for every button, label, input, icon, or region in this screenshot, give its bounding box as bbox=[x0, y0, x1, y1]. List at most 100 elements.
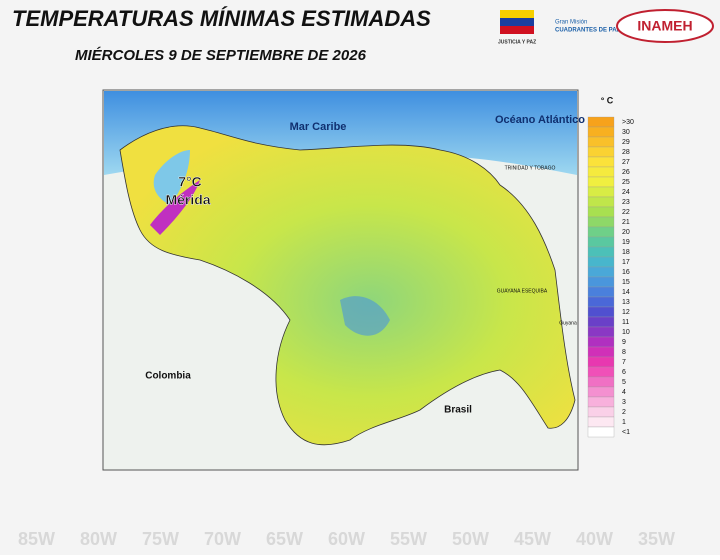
legend-swatch bbox=[587, 346, 615, 358]
legend-swatch bbox=[587, 286, 615, 298]
legend-label: 18 bbox=[622, 249, 630, 256]
lake bbox=[153, 150, 190, 205]
legend-label: 30 bbox=[622, 129, 630, 136]
legend-label: 23 bbox=[622, 199, 630, 206]
legend-swatch bbox=[587, 246, 615, 258]
legend-swatch bbox=[587, 336, 615, 348]
legend-swatch bbox=[587, 236, 615, 248]
highlight-value: 7°C bbox=[178, 174, 202, 190]
legend-label: 26 bbox=[622, 169, 630, 176]
title: TEMPERATURAS MÍNIMAS ESTIMADAS bbox=[12, 6, 431, 31]
background-axis-label: 85W bbox=[18, 529, 55, 549]
legend-swatch bbox=[587, 416, 615, 428]
legend-label: 29 bbox=[622, 139, 630, 146]
background-axis-label: 35W bbox=[638, 529, 675, 549]
legend-swatch bbox=[587, 406, 615, 418]
legend-swatch bbox=[587, 186, 615, 198]
background-axis-label: 75W bbox=[142, 529, 179, 549]
legend-swatch bbox=[587, 166, 615, 178]
legend-label: 1 bbox=[622, 419, 626, 426]
background-axis: 85W 80W 75W 70W 65W 60W 55W 50W 45W 40W 35W bbox=[18, 529, 675, 549]
logo bbox=[616, 9, 714, 43]
legend-title: ° C bbox=[601, 95, 614, 105]
legend-swatch bbox=[587, 116, 615, 128]
legend-label: 2 bbox=[622, 409, 626, 416]
background-axis-label: 80W bbox=[80, 529, 117, 549]
legend-label: 7 bbox=[622, 359, 626, 366]
legend-label: 22 bbox=[622, 209, 630, 216]
legend-label: 8 bbox=[622, 349, 626, 356]
background-axis-label: 45W bbox=[514, 529, 551, 549]
legend-label: 25 bbox=[622, 179, 630, 186]
legend-swatch bbox=[587, 266, 615, 278]
legend-label: 9 bbox=[622, 339, 626, 346]
land bbox=[119, 125, 576, 446]
legend-label: 4 bbox=[622, 389, 626, 396]
legend-label: 17 bbox=[622, 259, 630, 266]
flag bbox=[500, 18, 534, 26]
country-label: Guyana bbox=[559, 320, 577, 326]
legend-swatch bbox=[587, 396, 615, 408]
legend-swatch bbox=[587, 426, 615, 438]
background-axis-label: 70W bbox=[204, 529, 241, 549]
legend-swatch bbox=[587, 386, 615, 398]
flag bbox=[500, 26, 534, 34]
background-axis-label: 40W bbox=[576, 529, 613, 549]
background-axis-label: 50W bbox=[452, 529, 489, 549]
background-axis-label: 65W bbox=[266, 529, 303, 549]
sea bbox=[104, 91, 577, 175]
flag bbox=[500, 10, 534, 18]
legend-swatch bbox=[587, 376, 615, 388]
legend-label: 16 bbox=[622, 269, 630, 276]
legend-label: 14 bbox=[622, 289, 630, 296]
legend-label: 5 bbox=[622, 379, 626, 386]
legend-label: 24 bbox=[622, 189, 630, 196]
region-label: TRINIDAD Y TOBAGO bbox=[505, 165, 556, 171]
legend-swatch bbox=[587, 176, 615, 188]
cool-area bbox=[340, 296, 390, 336]
date: MIÉRCOLES 9 DE SEPTIEMBRE DE 2026 bbox=[75, 47, 367, 64]
legend: >303029282726252423222120191817161514131… bbox=[587, 116, 634, 438]
ocean-label: Océano Atlántico bbox=[495, 114, 585, 126]
legend-swatch bbox=[587, 226, 615, 238]
legend-swatch bbox=[587, 356, 615, 368]
legend-label: 6 bbox=[622, 369, 626, 376]
legend-label: 19 bbox=[622, 239, 630, 246]
country-label: Colombia bbox=[145, 371, 191, 382]
region-label: GUAYANA ESEQUIBA bbox=[497, 288, 548, 294]
legend-label: 15 bbox=[622, 279, 630, 286]
legend-label: 11 bbox=[622, 319, 629, 326]
legend-swatch bbox=[587, 326, 615, 338]
legend-swatch bbox=[587, 156, 615, 168]
legend-label: 13 bbox=[622, 299, 630, 306]
legend-label: 21 bbox=[622, 219, 630, 226]
legend-swatch bbox=[587, 146, 615, 158]
legend-swatch bbox=[587, 296, 615, 308]
legend-swatch bbox=[587, 316, 615, 328]
legend-swatch bbox=[587, 216, 615, 228]
legend-label: >30 bbox=[622, 119, 634, 126]
legend-label: 20 bbox=[622, 229, 630, 236]
legend-swatch bbox=[587, 306, 615, 318]
legend-label: 28 bbox=[622, 149, 630, 156]
logo-text: JUSTICIA Y PAZ bbox=[498, 39, 536, 45]
logo-text: INAMEH bbox=[637, 18, 692, 34]
legend-swatch bbox=[587, 136, 615, 148]
legend-swatch bbox=[587, 196, 615, 208]
background-axis-label: 55W bbox=[390, 529, 427, 549]
legend-label: <1 bbox=[622, 429, 630, 436]
background-axis-label: 60W bbox=[328, 529, 365, 549]
legend-swatch bbox=[587, 366, 615, 378]
sea-label: Mar Caribe bbox=[290, 121, 347, 133]
legend-label: 3 bbox=[622, 399, 626, 406]
legend-swatch bbox=[587, 126, 615, 138]
legend-label: 12 bbox=[622, 309, 630, 316]
legend-swatch bbox=[587, 276, 615, 288]
logo-text: Gran Misión bbox=[555, 20, 587, 26]
highlight-place: Mérida bbox=[165, 192, 210, 208]
legend-label: 27 bbox=[622, 159, 630, 166]
legend-label: 10 bbox=[622, 329, 630, 336]
cold-area bbox=[150, 180, 200, 235]
